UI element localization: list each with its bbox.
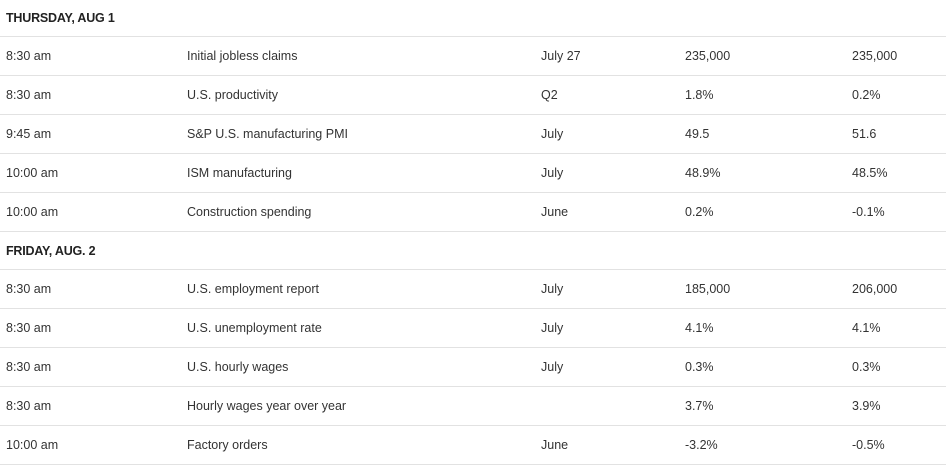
previous-value-cell: -0.1% [852, 205, 885, 219]
table-row: 8:30 am U.S. hourly wages July 0.3% 0.3% [0, 348, 946, 387]
day-header-friday: FRIDAY, AUG. 2 [0, 232, 946, 270]
table-row: 8:30 am U.S. employment report July 185,… [0, 270, 946, 309]
day-header-thursday: THURSDAY, AUG 1 [0, 0, 946, 37]
report-cell: U.S. hourly wages [187, 360, 289, 374]
table-row: 8:30 am Initial jobless claims July 27 2… [0, 37, 946, 76]
value-cell: 4.1% [685, 321, 714, 335]
period-cell: June [541, 438, 569, 452]
value-cell: -3.2% [685, 438, 718, 452]
report-cell: Factory orders [187, 438, 268, 452]
value-cell: 48.9% [685, 166, 721, 180]
report-cell: Hourly wages year over year [187, 399, 347, 413]
report-cell: Construction spending [187, 205, 312, 219]
report-cell: ISM manufacturing [187, 166, 292, 180]
previous-value-cell: 3.9% [852, 399, 881, 413]
previous-value-cell: 4.1% [852, 321, 881, 335]
time-cell: 8:30 am [6, 282, 52, 296]
period-cell: July [541, 321, 564, 335]
table-row: 8:30 am Hourly wages year over year 3.7%… [0, 387, 946, 426]
table-row: 8:30 am U.S. productivity Q2 1.8% 0.2% [0, 76, 946, 115]
period-cell: July [541, 166, 564, 180]
time-cell: 8:30 am [6, 399, 52, 413]
table-row: 9:45 am S&P U.S. manufacturing PMI July … [0, 115, 946, 154]
report-cell: U.S. productivity [187, 88, 279, 102]
previous-value-cell: 0.2% [852, 88, 881, 102]
time-cell: 10:00 am [6, 205, 59, 219]
period-cell: June [541, 205, 569, 219]
time-cell: 8:30 am [6, 360, 52, 374]
value-cell: 185,000 [685, 282, 731, 296]
table-row: 8:30 am U.S. unemployment rate July 4.1%… [0, 309, 946, 348]
report-cell: S&P U.S. manufacturing PMI [187, 127, 348, 141]
table-row: 10:00 am Factory orders June -3.2% -0.5% [0, 426, 946, 465]
time-cell: 10:00 am [6, 166, 59, 180]
value-cell: 235,000 [685, 49, 731, 63]
previous-value-cell: 235,000 [852, 49, 898, 63]
value-cell: 0.2% [685, 205, 714, 219]
table-row: 10:00 am ISM manufacturing July 48.9% 48… [0, 154, 946, 193]
value-cell: 1.8% [685, 88, 714, 102]
time-cell: 9:45 am [6, 127, 52, 141]
period-cell: July [541, 360, 564, 374]
period-cell: July [541, 127, 564, 141]
period-cell: July 27 [541, 49, 581, 63]
value-cell: 3.7% [685, 399, 714, 413]
report-cell: Initial jobless claims [187, 49, 298, 63]
previous-value-cell: 48.5% [852, 166, 888, 180]
table-row: 10:00 am Construction spending June 0.2%… [0, 193, 946, 232]
previous-value-cell: 0.3% [852, 360, 881, 374]
period-cell: Q2 [541, 88, 558, 102]
value-cell: 0.3% [685, 360, 714, 374]
previous-value-cell: 51.6 [852, 127, 877, 141]
time-cell: 10:00 am [6, 438, 59, 452]
time-cell: 8:30 am [6, 321, 52, 335]
report-cell: U.S. employment report [187, 282, 319, 296]
previous-value-cell: 206,000 [852, 282, 898, 296]
time-cell: 8:30 am [6, 88, 52, 102]
report-cell: U.S. unemployment rate [187, 321, 322, 335]
period-cell: July [541, 282, 564, 296]
value-cell: 49.5 [685, 127, 710, 141]
previous-value-cell: -0.5% [852, 438, 885, 452]
time-cell: 8:30 am [6, 49, 52, 63]
